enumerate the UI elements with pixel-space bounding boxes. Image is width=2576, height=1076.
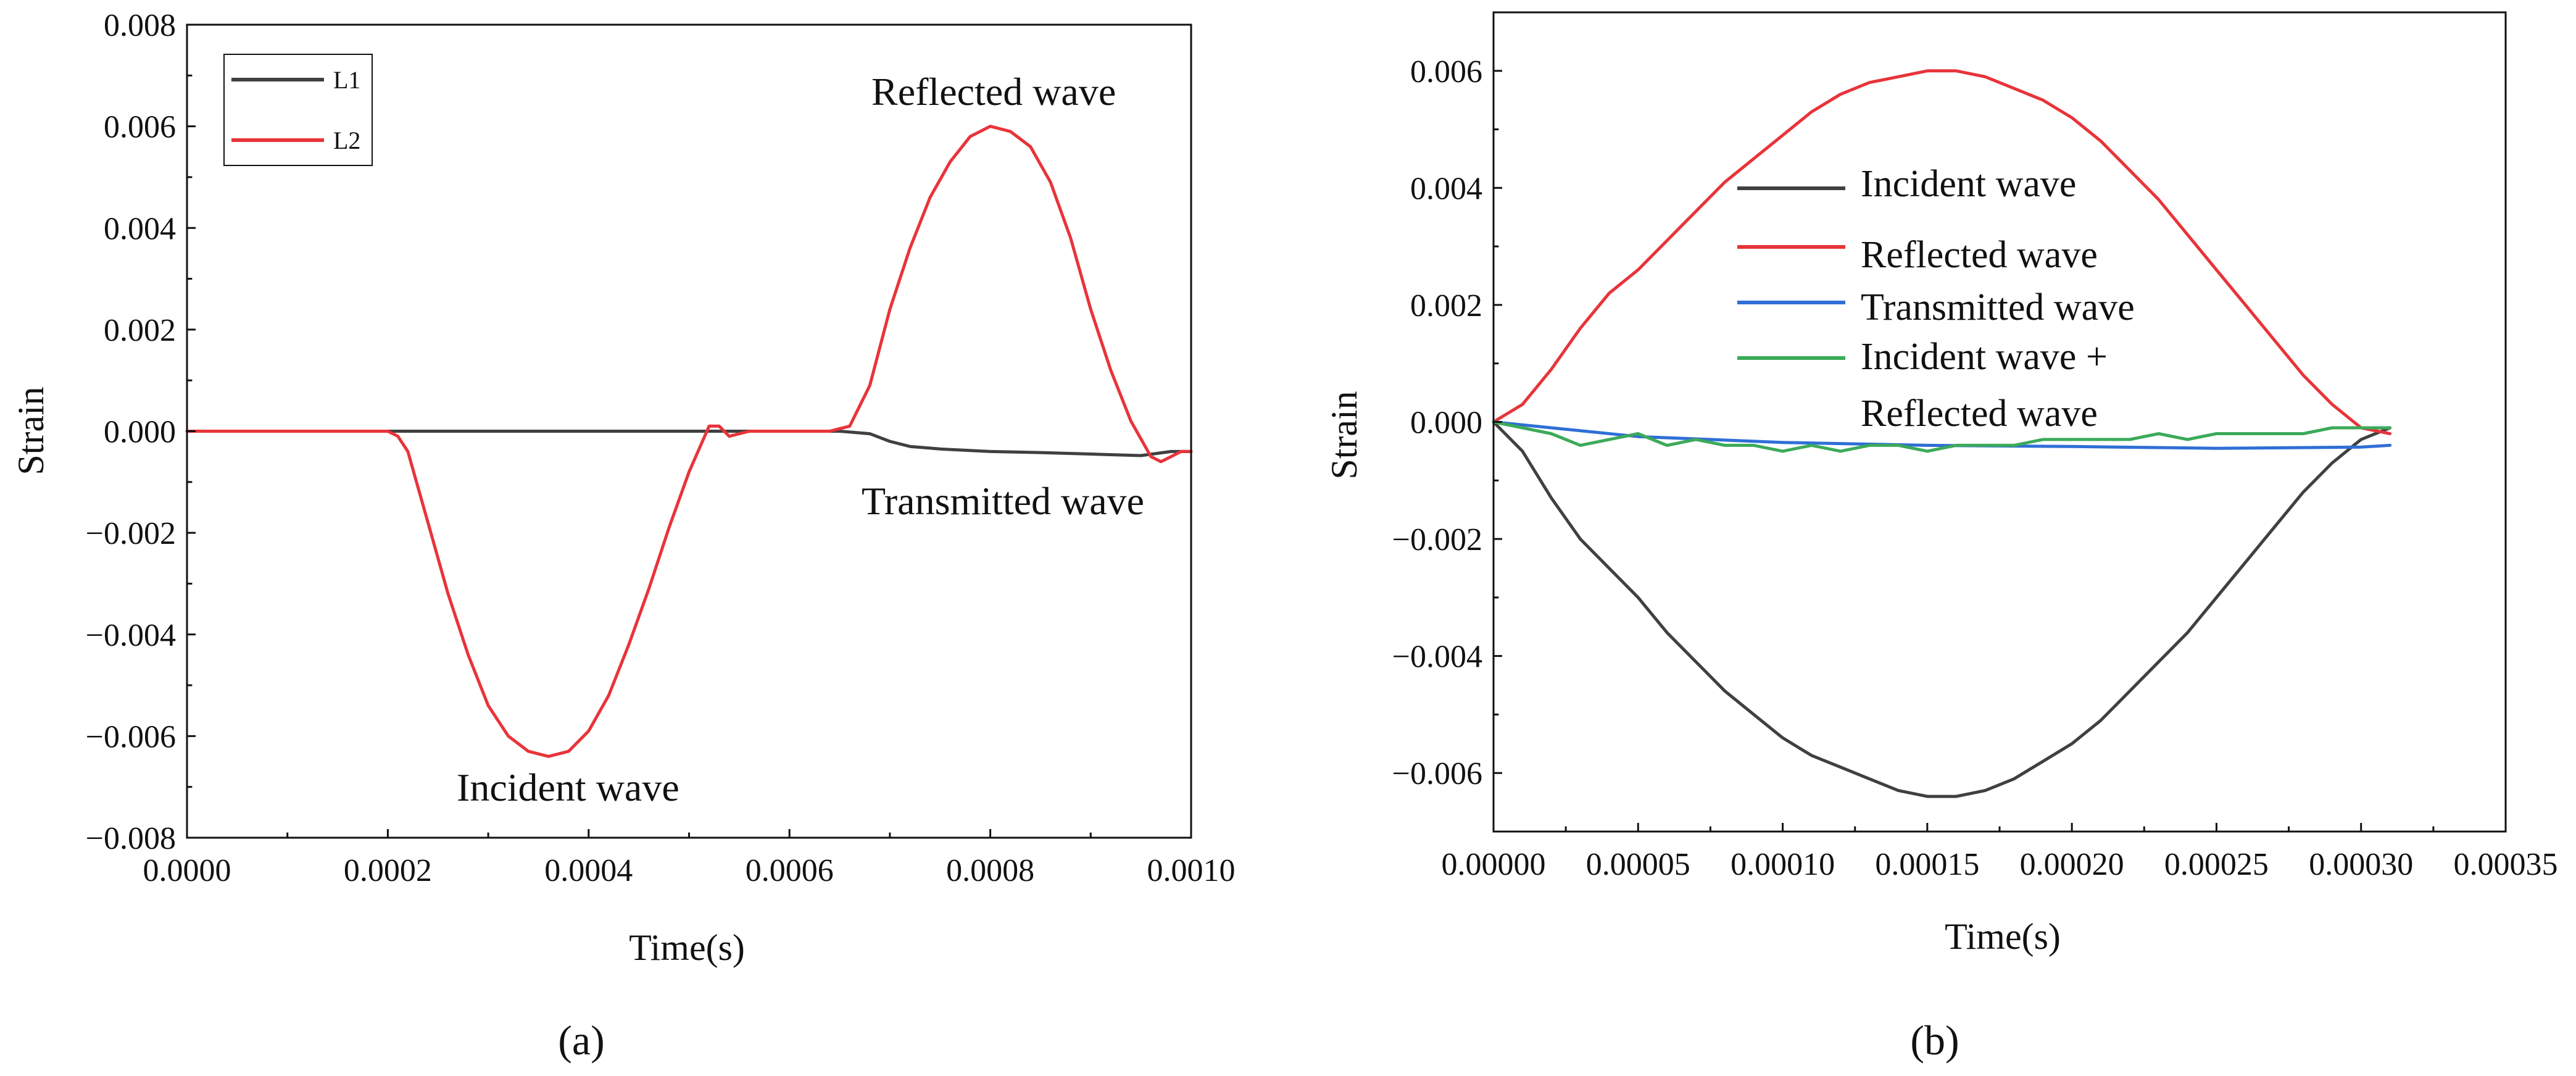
chart-b-ytick-label: −0.004 bbox=[1392, 640, 1482, 675]
chart-a-legend-label-L2: L2 bbox=[333, 127, 360, 154]
chart-b-legend-label-sum-line2: Reflected wave bbox=[1861, 393, 2098, 435]
chart-b-legend-label-sum-line1: Incident wave + bbox=[1861, 336, 2108, 378]
chart-a-annotation-transmitted: Transmitted wave bbox=[862, 479, 1144, 523]
chart-a-legend-frame bbox=[223, 54, 373, 166]
chart-a-ytick-label: −0.002 bbox=[86, 516, 176, 551]
chart-b-xtick-label: 0.00000 bbox=[1442, 847, 1546, 882]
chart-a-ytick-label: 0.002 bbox=[104, 313, 176, 348]
chart-a-series-group bbox=[185, 125, 1193, 758]
chart-b-legend-label-incident: Incident wave bbox=[1861, 163, 2076, 205]
chart-b-xtick-label: 0.00025 bbox=[2164, 847, 2269, 882]
chart-b-y-ticks: −0.006 −0.004 −0.002 0.000 0.002 0.004 0.006 bbox=[1392, 54, 1502, 791]
chart-a-panel-label: (a) bbox=[558, 1017, 604, 1064]
chart-b-panel-label: (b) bbox=[1910, 1017, 1959, 1064]
chart-b-xtick-label: 0.00020 bbox=[2020, 847, 2124, 882]
chart-a-ytick-label: −0.006 bbox=[86, 719, 176, 754]
chart-b-x-axis-title: Time(s) bbox=[1945, 916, 2061, 957]
chart-b-legend-label-reflected: Reflected wave bbox=[1861, 234, 2098, 276]
chart-b-series-reflected-wave bbox=[1492, 69, 2392, 435]
chart-a-annotation-incident: Incident wave bbox=[457, 765, 679, 809]
chart-b-legend-label-transmitted: Transmitted wave bbox=[1861, 286, 2135, 328]
chart-a-ytick-label: 0.000 bbox=[104, 415, 176, 450]
chart-b-xtick-label: 0.00015 bbox=[1875, 847, 1979, 882]
chart-a-x-axis-title: Time(s) bbox=[629, 927, 745, 968]
chart-a-series-l1 bbox=[185, 430, 1193, 457]
chart-b-xtick-label: 0.00010 bbox=[1730, 847, 1835, 882]
chart-a-series-l2 bbox=[185, 125, 1193, 758]
chart-b-ytick-label: −0.002 bbox=[1392, 522, 1482, 557]
chart-b-legend: Incident wave Reflected wave Transmitted… bbox=[1737, 163, 2135, 435]
chart-a-xtick-label: 0.0010 bbox=[1147, 853, 1236, 888]
chart-b-ytick-label: 0.006 bbox=[1410, 54, 1482, 90]
chart-a-legend-label-L1: L1 bbox=[333, 66, 360, 94]
chart-a-ytick-label: −0.008 bbox=[86, 821, 176, 856]
chart-b-series-transmitted-wave bbox=[1492, 420, 2392, 450]
chart-b-ytick-label: 0.004 bbox=[1410, 171, 1482, 206]
chart-b-xtick-label: 0.00005 bbox=[1586, 847, 1690, 882]
chart-b-x-ticks: 0.00000 0.00005 0.00010 0.00015 0.00020 0.000… bbox=[1442, 823, 2558, 882]
chart-b-series-incident-wave-reflected-wave bbox=[1492, 420, 2392, 453]
chart-a-xtick-label: 0.0004 bbox=[544, 853, 633, 888]
chart-a-ytick-label: −0.004 bbox=[86, 618, 176, 653]
chart-a-x-ticks: 0.0000 0.0002 0.0004 0.0006 0.0008 0.0010 bbox=[143, 829, 1236, 888]
chart-b-ytick-label: 0.002 bbox=[1410, 288, 1482, 323]
chart-b-ytick-label: 0.000 bbox=[1410, 406, 1482, 441]
chart-b-xtick-label: 0.00030 bbox=[2309, 847, 2413, 882]
chart-a-xtick-label: 0.0008 bbox=[946, 853, 1034, 888]
chart-a-annotation-reflected: Reflected wave bbox=[871, 70, 1116, 114]
chart-b-xtick-label: 0.00035 bbox=[2454, 847, 2558, 882]
chart-a-xtick-label: 0.0006 bbox=[746, 853, 834, 888]
chart-a-y-axis-title: Strain bbox=[10, 386, 51, 475]
chart-b-series-incident-wave bbox=[1492, 420, 2392, 798]
chart-a-xtick-label: 0.0002 bbox=[344, 853, 432, 888]
chart-a-ytick-label: 0.008 bbox=[104, 8, 176, 43]
chart-a-y-ticks: −0.008 −0.006 −0.004 −0.002 0.000 0.002 0.004 0… bbox=[86, 8, 196, 856]
chart-b-ytick-label: −0.006 bbox=[1392, 756, 1482, 791]
chart-a-xtick-label: 0.0000 bbox=[143, 853, 231, 888]
chart-a-ytick-label: 0.006 bbox=[104, 110, 176, 145]
chart-b-y-axis-title: Strain bbox=[1324, 391, 1365, 479]
chart-b-series-group bbox=[1492, 69, 2392, 798]
chart-panel-b: −0.006 −0.004 −0.002 0.000 0.002 0.004 0.006 0… bbox=[1324, 11, 2558, 1064]
chart-panel-a: −0.008 −0.006 −0.004 −0.002 0.000 0.002 0.004 0… bbox=[10, 8, 1236, 1064]
chart-a-ytick-label: 0.004 bbox=[104, 211, 176, 246]
chart-a-legend: L1 L2 bbox=[223, 54, 373, 166]
